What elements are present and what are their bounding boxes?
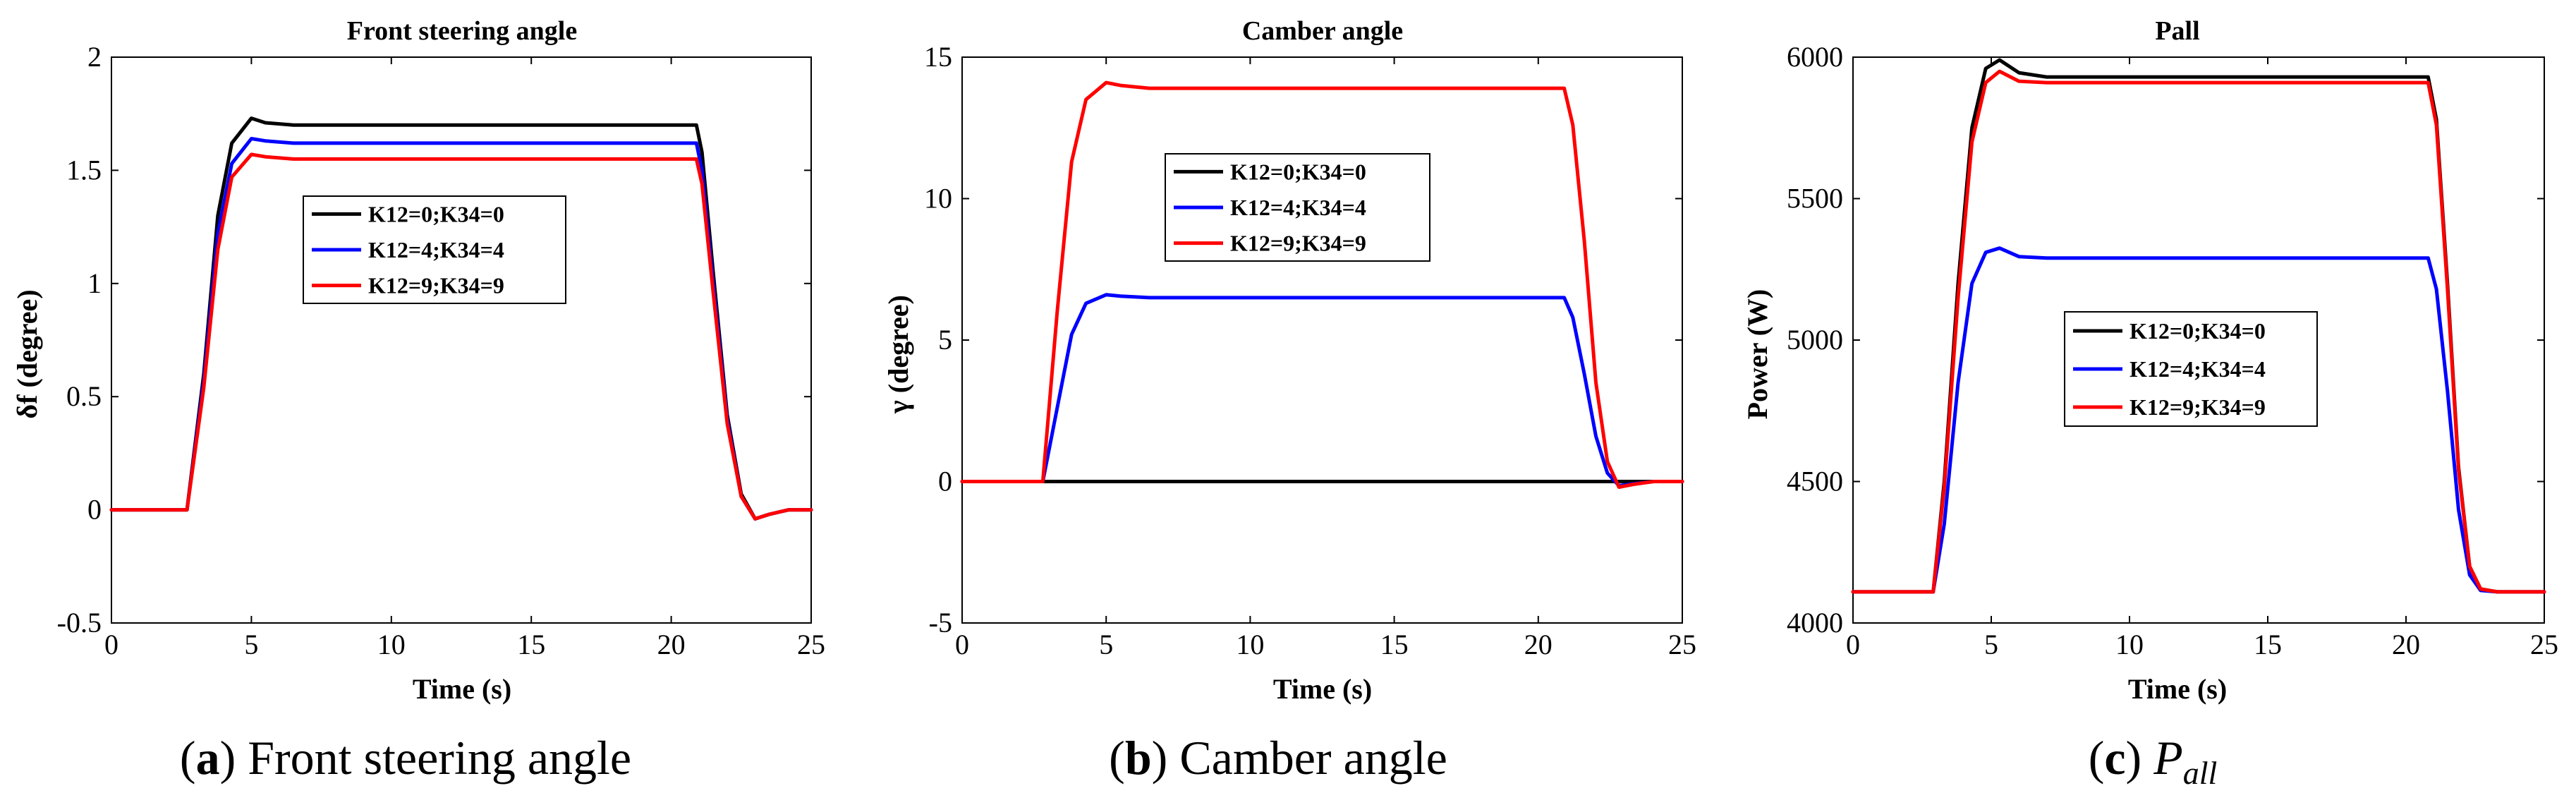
y-tick-label: 2 [87,41,102,73]
y-tick-label: -0.5 [57,607,102,638]
x-tick-label: 20 [657,629,686,660]
chart-panel-c: Pall 0 5 10 15 20 25 4000 4500 5000 5500 6000 K12=0… [1742,16,2558,791]
y-tick-label: 1 [87,267,102,299]
x-tick-label: 0 [1846,629,1860,660]
axes-frame [111,56,812,624]
chart-panel-b: Camber angle 0 5 10 15 20 25-5051015K12=0;K34… [882,16,1696,785]
panel-caption: (c) Pall [2089,731,2218,791]
caption-text: Camber angle [1179,731,1447,785]
legend-label: K12=9;K34=9 [368,273,504,298]
series-line [960,80,1684,489]
y-tick-label: 0 [938,466,952,497]
caption-letter: b [1125,731,1152,785]
caption-letter: c [2104,731,2125,785]
x-tick-label: 15 [2254,629,2282,660]
y-tick-label: 6000 [1787,41,1843,73]
y-tick-label: 1.5 [66,154,102,186]
x-tick-label: 5 [244,629,258,660]
x-axis-label: Time (s) [413,673,511,705]
chart-panel-a: Front steering angle 0 5 10 15 20 25-0.500.51… [11,16,825,785]
x-tick-label: 10 [377,629,406,660]
chart-title: Camber angle [1242,16,1403,46]
legend-label: K12=0;K34=0 [1230,159,1366,184]
x-tick-label: 15 [517,629,545,660]
y-tick-label: 15 [924,41,952,73]
chart-title: Front steering angle [347,16,577,46]
y-tick-label: 0.5 [66,380,102,412]
y-tick-label: 5 [938,324,952,356]
y-tick-label: 4500 [1787,466,1843,497]
caption-subscript: all [2183,755,2218,791]
plot-area: 0 5 10 15 20 25 4000 4500 5000 5500 6000 K12=0;K34=… [1787,41,2558,660]
caption-text: Front steering angle [248,731,631,785]
x-tick-label: 10 [1236,629,1264,660]
x-tick-label: 25 [1668,629,1696,660]
y-tick-label: -5 [929,607,952,638]
x-tick-label: 0 [955,629,969,660]
series-line [1851,246,2546,594]
x-tick-label: 5 [1099,629,1113,660]
series-line [1851,69,2546,594]
legend-label: K12=0;K34=0 [368,201,504,226]
y-axis-label: δf (degree) [11,289,43,418]
x-axis-label: Time (s) [2128,673,2227,705]
axes-frame [961,56,1683,624]
caption-text: P [2153,731,2183,785]
x-tick-label: 25 [797,629,825,660]
legend-label: K12=9;K34=9 [1230,231,1366,256]
plot-area: 0 5 10 15 20 25-0.500.511.52K12=0;K34=0K12=4;… [57,41,825,660]
chart-title: Pall [2155,16,2199,46]
caption-letter: a [196,731,220,785]
panel-caption: (a) Front steering angle [180,731,631,785]
y-tick-label: 10 [924,183,952,214]
y-axis-label: γ (degree) [882,295,914,414]
x-tick-label: 20 [1524,629,1553,660]
series-line [109,152,813,521]
legend-label: K12=9;K34=9 [2130,394,2266,420]
y-tick-label: 4000 [1787,607,1843,638]
legend-label: K12=0;K34=0 [2130,318,2266,344]
y-tick-label: 5500 [1787,183,1843,214]
y-axis-label: Power (W) [1742,289,1773,420]
legend-label: K12=4;K34=4 [2130,356,2266,382]
y-tick-label: 0 [87,494,102,526]
y-tick-label: 5000 [1787,324,1843,356]
legend-label: K12=4;K34=4 [1230,195,1366,220]
x-tick-label: 0 [104,629,119,660]
x-tick-label: 20 [2392,629,2420,660]
panel-caption: (b) Camber angle [1109,731,1447,785]
x-tick-label: 10 [2115,629,2144,660]
x-axis-label: Time (s) [1273,673,1372,705]
x-tick-label: 15 [1380,629,1409,660]
x-tick-label: 5 [1984,629,1998,660]
x-tick-label: 25 [2530,629,2558,660]
legend-label: K12=4;K34=4 [368,237,504,262]
plot-area: 0 5 10 15 20 25-5051015K12=0;K34=0K12=4;K34=4… [924,41,1696,660]
